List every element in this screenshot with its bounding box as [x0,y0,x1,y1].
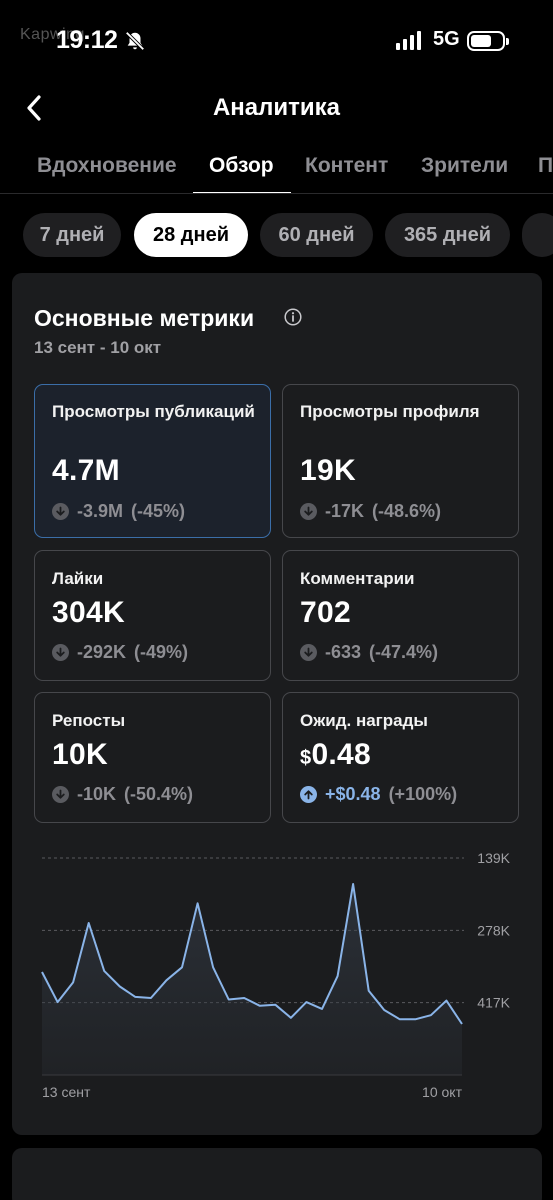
arrow-down-icon [300,503,317,520]
metric-value: 19K [300,454,356,487]
header: Аналитика [0,80,553,136]
metric-reposts[interactable]: Репосты 10K -10K (-50.4%) [34,692,271,823]
delta-percent: (-47.4%) [369,642,439,662]
watermark-text: Kapwing [20,26,85,43]
period-60-days[interactable]: 60 дней [260,213,373,257]
period-365-days[interactable]: 365 дней [385,213,510,257]
tab-content[interactable]: Контент [305,154,389,177]
views-area-chart[interactable]: 417K 278K 139K 13 сент 10 окт [12,273,542,1135]
metric-post-views[interactable]: Просмотры публикаций 4.7M -3.9M (-45%) [34,384,271,538]
delta-percent: (+100%) [388,784,458,804]
metric-label: Ожид. награды [300,711,428,730]
metric-label: Лайки [52,569,104,588]
metric-delta: +$0.48 (+100%) [300,784,457,805]
arrow-down-icon [300,644,317,661]
metric-delta: -3.9M (-45%) [52,501,185,522]
arrow-down-icon [52,503,69,520]
tab-overview[interactable]: Обзор [209,154,274,177]
date-range: 13 сент - 10 окт [34,338,162,357]
card-title: Основные метрики [34,305,255,331]
signal-icon [396,30,421,50]
active-tab-indicator [193,192,291,193]
arrow-down-icon [52,786,69,803]
metric-estimated-rewards[interactable]: Ожид. награды $0.48 +$0.48 (+100%) [282,692,519,823]
y-tick-label: 139K [477,850,510,866]
metric-label: Просмотры профиля [300,402,480,421]
metric-delta: -10K (-50.4%) [52,784,193,805]
chart-area-fill [42,884,462,1075]
chart-series-line [41,883,463,1025]
status-bar: Kapwing 19:12 5G [0,0,553,80]
period-28-days[interactable]: 28 дней [134,213,248,257]
y-tick-label: 417K [477,995,510,1011]
battery-icon [467,31,509,51]
back-button[interactable] [16,90,52,126]
key-metrics-card: Основные метрики 13 сент - 10 окт Просмо… [12,273,542,1135]
x-tick-label: 10 окт [422,1084,463,1100]
bell-slash-icon [124,30,146,57]
delta-absolute: -292K [77,642,127,662]
delta-absolute: +$0.48 [325,784,381,804]
metric-label: Просмотры публикаций [52,402,255,421]
arrow-up-icon [300,786,317,803]
delta-percent: (-49%) [134,642,189,662]
metric-profile-views[interactable]: Просмотры профиля 19K -17K (-48.6%) [282,384,519,538]
metric-label: Репосты [52,711,126,730]
delta-absolute: -633 [325,642,362,662]
metric-likes[interactable]: Лайки 304K -292K (-49%) [34,550,271,681]
metric-delta: -17K (-48.6%) [300,501,441,522]
metric-value: $0.48 [300,738,372,771]
delta-absolute: -10K [77,784,117,804]
chevron-left-icon [27,95,41,121]
tab-viewers[interactable]: Зрители [421,154,509,177]
network-type: 5G [433,28,460,50]
next-card [12,1148,542,1200]
delta-absolute: -3.9M [77,501,124,521]
metric-comments[interactable]: Комментарии 702 -633 (-47.4%) [282,550,519,681]
metric-delta: -633 (-47.4%) [300,642,438,663]
period-more[interactable] [522,213,553,257]
page-title: Аналитика [212,94,341,121]
arrow-down-icon [52,644,69,661]
status-time: 19:12 [56,26,118,54]
metric-delta: -292K (-49%) [52,642,188,663]
tab-inspiration[interactable]: Вдохновение [37,154,177,177]
tab-bar: Вдохновение Обзор Контент Зрители П [0,140,553,194]
metric-value: 304K [52,596,125,629]
delta-percent: (-48.6%) [372,501,442,521]
x-tick-label: 13 сент [42,1084,91,1100]
delta-absolute: -17K [325,501,365,521]
y-tick-label: 278K [477,922,510,938]
metric-value: 10K [52,738,108,771]
metric-label: Комментарии [300,569,415,588]
metric-value: 4.7M [52,454,120,487]
tab-more[interactable]: П [538,154,553,177]
delta-percent: (-50.4%) [124,784,194,804]
period-7-days[interactable]: 7 дней [23,213,121,257]
metric-value: 702 [300,596,351,629]
info-circle-icon[interactable] [284,308,302,331]
delta-percent: (-45%) [131,501,186,521]
